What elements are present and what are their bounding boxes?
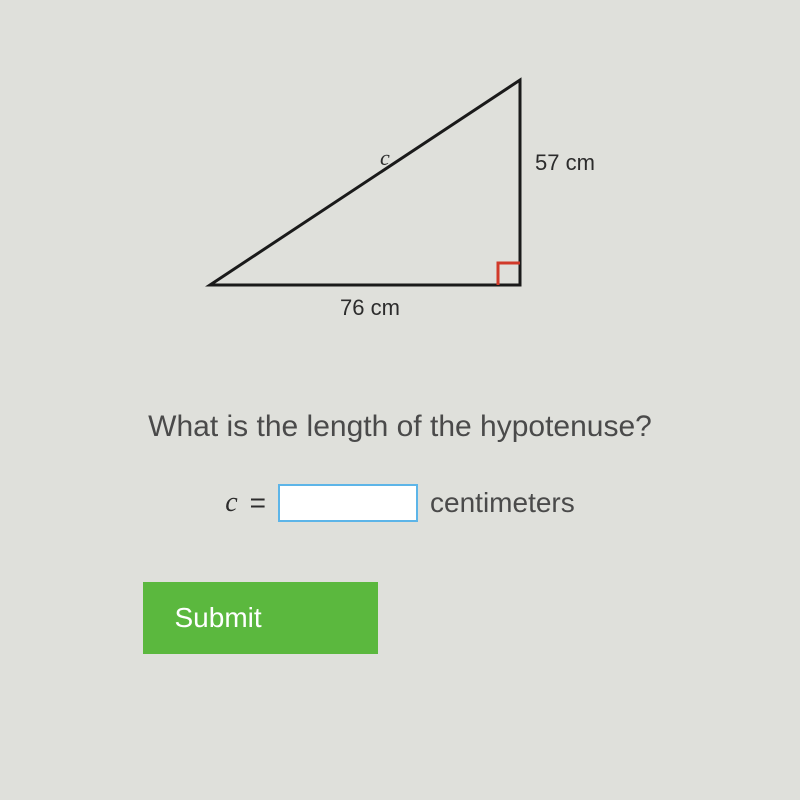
unit-label: centimeters — [430, 487, 575, 519]
variable-label: c — [225, 487, 237, 519]
right-angle-marker — [498, 263, 520, 285]
horizontal-side-label: 76 cm — [340, 295, 400, 321]
triangle-shape — [210, 80, 520, 285]
answer-row: c = centimeters — [225, 484, 575, 522]
triangle-diagram: c 57 cm 76 cm — [190, 50, 610, 310]
vertical-side-label: 57 cm — [535, 150, 595, 176]
question-text: What is the length of the hypotenuse? — [148, 410, 652, 444]
hypotenuse-label: c — [380, 145, 390, 171]
submit-button[interactable]: Submit — [143, 582, 378, 654]
answer-input[interactable] — [278, 484, 418, 522]
triangle-svg — [190, 50, 610, 310]
equals-sign: = — [250, 487, 266, 519]
